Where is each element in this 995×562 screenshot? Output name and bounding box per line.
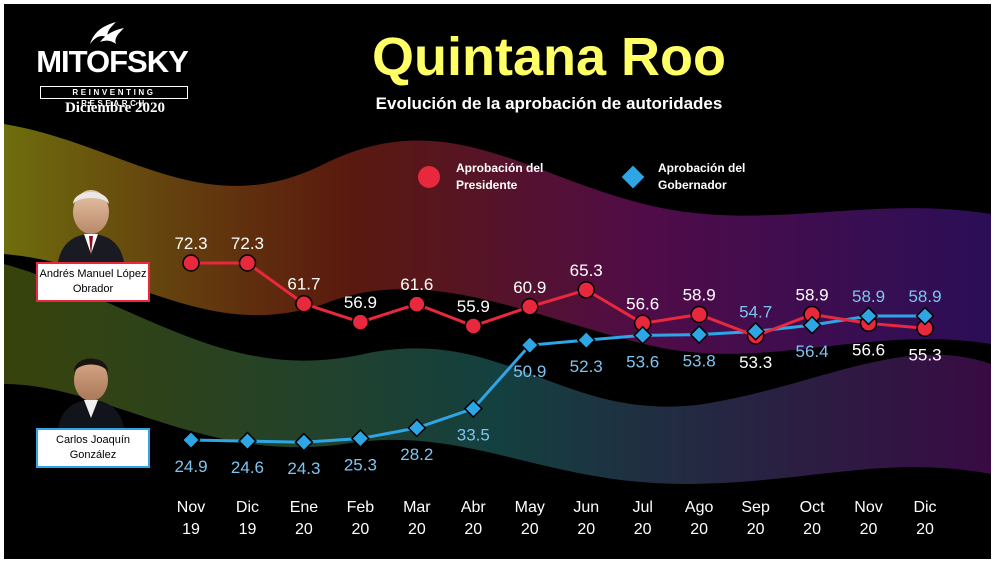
- president-data-label: 58.9: [683, 285, 716, 304]
- x-tick-label: Ago: [685, 499, 714, 516]
- legend-president-marker: [418, 166, 440, 188]
- governor-data-label: 56.4: [796, 342, 829, 361]
- x-tick-label: Nov: [177, 499, 205, 516]
- president-point: [577, 281, 595, 299]
- governor-name-box: Carlos Joaquín González: [36, 428, 150, 468]
- x-tick-label: 20: [916, 521, 934, 538]
- governor-data-label: 53.6: [626, 352, 659, 371]
- president-name-box: Andrés Manuel López Obrador: [36, 262, 150, 302]
- governor-point: [633, 325, 653, 345]
- president-point: [690, 305, 708, 324]
- president-photo: [58, 190, 124, 262]
- legend-governor-marker: [621, 165, 645, 189]
- x-tick-label: Mar: [403, 499, 431, 516]
- report-date: Diciembre 2020: [64, 100, 166, 116]
- governor-point: [294, 432, 314, 452]
- x-tick-label: 20: [803, 521, 821, 538]
- x-tick-label: Feb: [347, 499, 375, 516]
- x-tick-label: Dic: [236, 499, 259, 516]
- x-tick-label: 20: [747, 521, 765, 538]
- governor-data-label: 58.9: [852, 287, 885, 306]
- x-tick-label: 20: [351, 521, 369, 538]
- x-tick-label: Nov: [854, 499, 882, 516]
- president-point: [238, 254, 257, 272]
- president-point: [521, 298, 539, 316]
- x-tick-label: Dic: [913, 499, 936, 516]
- president-point: [464, 317, 483, 335]
- governor-data-label: 58.9: [908, 287, 941, 306]
- president-series-line: [191, 261, 926, 338]
- x-tick-label: May: [515, 499, 545, 516]
- president-data-label: 60.9: [513, 278, 546, 297]
- president-data-label: 55.3: [908, 345, 941, 364]
- governor-data-label: 54.7: [739, 302, 772, 321]
- x-tick-label: Abr: [461, 499, 487, 516]
- governor-data-label: 53.8: [683, 352, 716, 371]
- president-data-label: 72.3: [231, 234, 264, 253]
- president-data-label: 61.7: [287, 275, 320, 294]
- president-data-label: 65.3: [570, 261, 603, 280]
- x-tick-label: Ene: [290, 499, 319, 516]
- governor-point: [407, 418, 427, 438]
- governor-data-label: 24.3: [287, 459, 320, 478]
- governor-point: [915, 306, 935, 326]
- president-data-label: 58.9: [796, 285, 829, 304]
- x-tick-label: 19: [182, 521, 200, 538]
- governor-point: [802, 315, 822, 335]
- x-tick-label: Jul: [632, 499, 652, 516]
- governor-point: [746, 321, 766, 341]
- brand-name: MITOFSKY: [36, 44, 189, 79]
- governor-data-label: 50.9: [513, 362, 546, 381]
- governor-data-label: 33.5: [457, 426, 490, 445]
- legend-governor-label: Aprobación del Gobernador: [658, 161, 746, 192]
- president-data-label: 55.9: [457, 297, 490, 316]
- x-tick-label: Oct: [800, 499, 825, 516]
- governor-point: [858, 306, 879, 326]
- president-data-label: 61.6: [400, 275, 433, 294]
- brand-tagline: REINVENTING RESEARCH: [40, 86, 188, 108]
- president-point: [182, 254, 200, 272]
- president-data-label: 56.6: [852, 340, 885, 359]
- president-data-label: 56.9: [344, 293, 377, 312]
- background-smoke: [4, 124, 991, 484]
- chart-frame: MITOFSKY REINVENTING RESEARCH Diciembre …: [4, 4, 991, 559]
- governor-photo: [58, 358, 124, 428]
- x-tick-label: Sep: [741, 499, 770, 516]
- x-tick-label: Jun: [573, 499, 599, 516]
- x-tick-label: 20: [464, 521, 482, 538]
- governor-point: [350, 428, 370, 449]
- x-tick-label: 20: [860, 521, 878, 538]
- governor-data-label: 25.3: [344, 456, 377, 475]
- governor-point: [181, 430, 201, 450]
- line-chart: 72.3 72.3 61.7 56.9 61.6 55.9 60.9 65.3 56.6 58.9…: [174, 234, 941, 538]
- governor-point: [463, 399, 483, 419]
- governor-point: [237, 431, 258, 451]
- president-point: [295, 294, 313, 313]
- president-point: [351, 313, 370, 331]
- governor-data-label: 28.2: [400, 445, 433, 464]
- x-tick-label: 20: [690, 521, 708, 538]
- x-tick-label: 20: [634, 521, 652, 538]
- governor-series-line: [190, 314, 925, 444]
- president-data-label: 53.3: [739, 353, 772, 372]
- bird-logo-icon: [90, 22, 124, 44]
- page-subtitle: Evolución de la aprobación de autoridade…: [375, 94, 723, 113]
- president-point: [408, 295, 426, 313]
- x-tick-label: 20: [408, 521, 426, 538]
- x-tick-label: 20: [577, 521, 595, 538]
- governor-data-label: 24.6: [231, 458, 264, 477]
- x-tick-label: 19: [239, 521, 257, 538]
- page-title: Quintana Roo: [372, 27, 726, 87]
- x-tick-label: 20: [521, 521, 539, 538]
- governor-point: [689, 325, 709, 345]
- governor-point: [520, 335, 540, 355]
- x-tick-label: 20: [295, 521, 313, 538]
- president-data-label: 56.6: [626, 294, 659, 313]
- president-data-label: 72.3: [174, 234, 207, 253]
- legend-president-label: Aprobación del Presidente: [456, 161, 544, 192]
- governor-data-label: 24.9: [174, 457, 207, 476]
- governor-point: [576, 330, 596, 350]
- governor-data-label: 52.3: [570, 357, 603, 376]
